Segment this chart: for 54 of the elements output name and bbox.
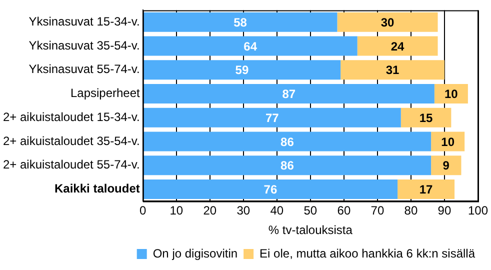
- data-label: 31: [386, 63, 400, 78]
- data-label: 87: [282, 87, 296, 102]
- x-tick-label: 90: [438, 204, 452, 218]
- x-tick-label: 0: [140, 204, 147, 218]
- data-label: 17: [419, 182, 434, 197]
- data-label: 30: [380, 15, 394, 30]
- bar: [434, 84, 468, 104]
- x-tick-label: 60: [337, 204, 351, 218]
- bar: [143, 60, 341, 80]
- bar: [143, 36, 358, 56]
- data-label: 76: [264, 182, 278, 197]
- bar: [340, 60, 444, 80]
- x-tick-label: 80: [404, 204, 418, 218]
- x-axis-title: % tv-talouksista: [268, 223, 353, 238]
- y-tick-label: Lapsiperheet: [70, 86, 141, 100]
- bar: [143, 132, 432, 152]
- x-tick-label: 20: [203, 204, 217, 218]
- y-tick-label: 2+ aikuistaloudet 15-34-v.: [2, 110, 140, 124]
- y-tick-label: 2+ aikuistaloudet 55-74-v.: [2, 158, 140, 172]
- bar: [398, 179, 455, 200]
- bar: [143, 108, 401, 128]
- y-tick-label: 2+ aikuistaloudet 35-54-v.: [2, 134, 140, 148]
- legend-label: Ei ole, mutta aikoo hankkia 6 kk:n sisällä: [260, 246, 476, 260]
- bar: [143, 179, 398, 200]
- data-label: 77: [265, 110, 280, 125]
- y-tick-label: Kaikki taloudet: [54, 182, 140, 196]
- bar: [143, 12, 338, 32]
- bar: [143, 84, 434, 104]
- x-tick-label: 70: [370, 204, 384, 218]
- y-tick-label: Yksinasuvat 35-54-v.: [28, 38, 140, 52]
- data-label: 59: [235, 63, 249, 78]
- x-tick-label: 30: [236, 204, 250, 218]
- bar: [337, 12, 438, 32]
- data-label: 86: [280, 134, 294, 149]
- legend-label: On jo digisovitin: [152, 246, 238, 260]
- data-label: 58: [234, 15, 248, 30]
- data-label: 9: [442, 158, 450, 173]
- bar: [431, 132, 465, 152]
- data-label: 24: [390, 39, 405, 54]
- data-label: 10: [441, 134, 455, 149]
- x-tick-label: 40: [270, 204, 284, 218]
- bar: [143, 156, 432, 176]
- x-tick-label: 50: [304, 204, 318, 218]
- bar: [357, 36, 438, 56]
- y-tick-label: Yksinasuvat 55-74-v.: [28, 62, 140, 76]
- bar: [431, 156, 462, 176]
- x-tick-label: 10: [170, 204, 184, 218]
- x-tick-label: 100: [468, 204, 488, 218]
- data-label: 15: [419, 110, 434, 125]
- bar: [400, 108, 452, 128]
- data-label: 64: [244, 39, 258, 54]
- data-label: 86: [280, 158, 294, 173]
- data-label: 10: [444, 87, 458, 102]
- y-tick-label: Yksinasuvat 15-34-v.: [28, 14, 140, 28]
